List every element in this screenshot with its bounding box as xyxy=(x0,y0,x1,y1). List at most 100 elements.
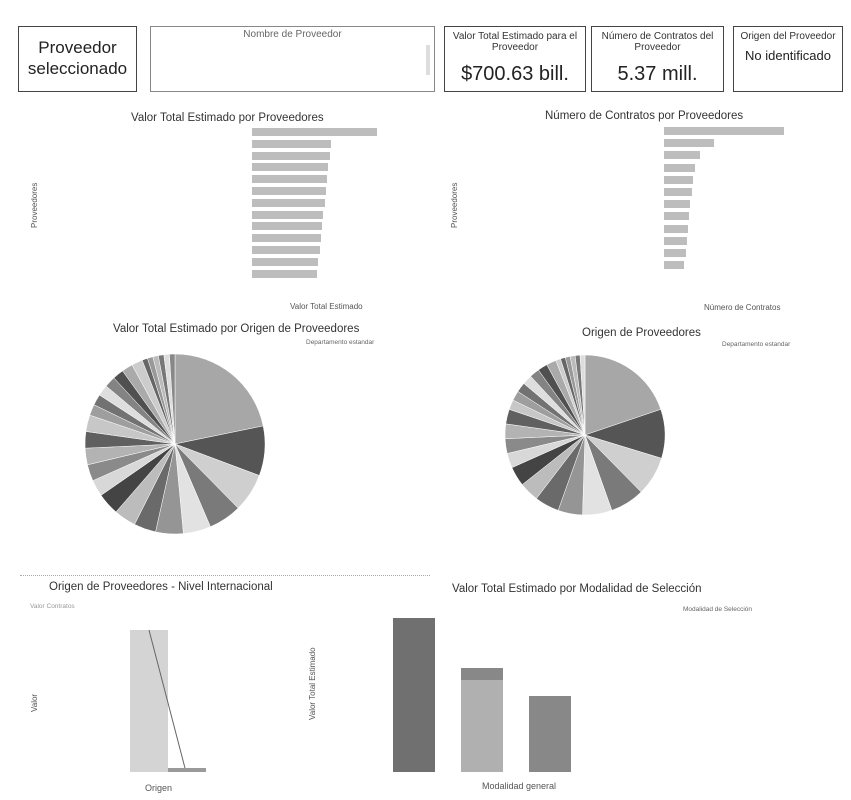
modality-bar-directa xyxy=(393,618,435,772)
value-by-provider-row[interactable] xyxy=(252,139,377,148)
modality-legend-title: Modalidad de Selección xyxy=(683,606,753,613)
contracts-by-provider-row[interactable] xyxy=(664,249,784,257)
modality-bar-competitiva xyxy=(461,668,503,772)
contracts-by-provider-bar[interactable] xyxy=(664,127,784,135)
value-by-provider-row[interactable] xyxy=(252,187,377,195)
value-by-provider-bar[interactable] xyxy=(252,187,326,195)
value-by-provider-bar[interactable] xyxy=(252,128,377,136)
contracts-by-provider-bar[interactable] xyxy=(664,236,687,245)
origin-title: Origen del Proveedor xyxy=(740,31,836,42)
value-by-provider-row[interactable] xyxy=(252,257,377,266)
value-by-provider-ylabel: Proveedores xyxy=(30,182,39,228)
section-divider xyxy=(20,575,430,576)
contracts-by-provider-bar[interactable] xyxy=(664,139,715,148)
international-bar-extranjero xyxy=(168,768,206,772)
value-by-provider-row[interactable] xyxy=(252,163,377,172)
contract-count-card: Número de Contratos del Proveedor 5.37 m… xyxy=(591,26,724,92)
value-by-provider-row[interactable] xyxy=(252,210,377,219)
value-by-provider-bar[interactable] xyxy=(252,139,331,148)
value-by-provider-row[interactable] xyxy=(252,222,377,231)
value-by-provider-bar[interactable] xyxy=(252,151,330,160)
value-by-provider-row[interactable] xyxy=(252,234,377,243)
contracts-by-provider-bar[interactable] xyxy=(664,188,692,196)
value-by-provider-bar[interactable] xyxy=(252,198,325,207)
value-by-provider-bar[interactable] xyxy=(252,175,327,184)
value-by-provider-bar[interactable] xyxy=(252,222,322,231)
value-by-provider-title: Valor Total Estimado por Proveedores xyxy=(131,112,324,124)
contracts-by-provider-bar[interactable] xyxy=(664,249,686,257)
modality-xlabel: Modalidad general xyxy=(482,781,557,791)
contracts-by-provider-bar[interactable] xyxy=(664,163,696,172)
contracts-by-provider-bar[interactable] xyxy=(664,212,690,221)
value-by-provider-bar[interactable] xyxy=(252,269,317,278)
value-by-provider-bar[interactable] xyxy=(252,163,329,172)
value-by-provider-bar[interactable] xyxy=(252,257,319,266)
modality-bar-competitiva-band xyxy=(461,668,503,680)
contracts-by-provider-row[interactable] xyxy=(664,261,784,270)
contract-count-title: Número de Contratos del Proveedor xyxy=(601,31,714,53)
contracts-by-provider-row[interactable] xyxy=(664,236,784,245)
modality-legend: Modalidad de Selección xyxy=(683,606,752,617)
origin-value: No identificado xyxy=(745,48,831,63)
contracts-by-provider-ylabel: Proveedores xyxy=(450,182,459,228)
contracts-by-provider-row[interactable] xyxy=(664,175,784,184)
total-value-card: Valor Total Estimado para el Proveedor $… xyxy=(444,26,586,92)
contracts-by-provider-row[interactable] xyxy=(664,200,784,209)
value-by-provider-row[interactable] xyxy=(252,128,377,136)
total-value-title: Valor Total Estimado para el Proveedor xyxy=(452,31,578,53)
value-by-provider-row[interactable] xyxy=(252,269,377,278)
value-by-provider-bar[interactable] xyxy=(252,234,321,243)
value-by-provider-row[interactable] xyxy=(252,151,377,160)
international-legend: Valor Contratos xyxy=(30,603,75,610)
international-ylabel: Valor xyxy=(30,693,39,712)
international-bar-nacional xyxy=(130,630,168,772)
origin-pie-title: Origen de Proveedores xyxy=(582,327,701,339)
contracts-by-provider-row[interactable] xyxy=(664,151,784,160)
value-by-provider-row[interactable] xyxy=(252,246,377,254)
contracts-by-provider-row[interactable] xyxy=(664,212,784,221)
contracts-by-provider-title: Número de Contratos por Proveedores xyxy=(545,110,744,122)
value-by-origin-slice[interactable] xyxy=(174,354,264,445)
international-chart[interactable] xyxy=(60,612,310,772)
value-by-origin-title: Valor Total Estimado por Origen de Prove… xyxy=(113,323,360,335)
total-value-amount: $700.63 bill. xyxy=(461,63,569,85)
provider-card-value: Proveedor seleccionado xyxy=(27,38,128,78)
value-by-origin-legend-title: Departamento estandar xyxy=(306,339,375,346)
contracts-by-provider-row[interactable] xyxy=(664,224,784,233)
value-by-origin-pie[interactable] xyxy=(85,354,265,534)
origin-legend-title: Departamento estandar xyxy=(722,341,791,348)
modality-bar-especial xyxy=(529,696,571,772)
contracts-by-provider-row[interactable] xyxy=(664,163,784,172)
modality-title: Valor Total Estimado por Modalidad de Se… xyxy=(452,583,702,595)
value-by-provider-row[interactable] xyxy=(252,175,377,184)
contracts-by-provider-row[interactable] xyxy=(664,139,784,148)
international-line xyxy=(148,629,187,772)
contracts-by-provider-row[interactable] xyxy=(664,188,784,196)
value-by-origin-slice[interactable] xyxy=(169,354,176,445)
contracts-by-provider-row[interactable] xyxy=(664,127,784,135)
contracts-by-provider-bar[interactable] xyxy=(664,224,688,233)
contracts-by-provider-bar[interactable] xyxy=(664,261,685,270)
slicer-scrollbar[interactable] xyxy=(426,45,430,75)
contracts-by-provider-bar[interactable] xyxy=(664,151,700,160)
origin-card: Origen del Proveedor No identificado xyxy=(733,26,843,92)
value-by-provider-xlabel: Valor Total Estimado xyxy=(290,302,363,311)
modality-chart[interactable] xyxy=(385,612,635,772)
provider-card: Proveedor seleccionado xyxy=(18,26,137,92)
contracts-by-provider-xlabel: Número de Contratos xyxy=(704,303,781,312)
value-by-provider-row[interactable] xyxy=(252,198,377,207)
international-xlabel: Origen xyxy=(145,783,173,793)
origin-legend: Departamento estandar xyxy=(722,341,790,352)
origin-pie[interactable] xyxy=(505,355,665,515)
contracts-by-provider-bar[interactable] xyxy=(664,200,691,209)
international-title: Origen de Proveedores - Nivel Internacio… xyxy=(49,581,273,593)
value-by-provider-bar[interactable] xyxy=(252,246,320,254)
contract-count-amount: 5.37 mill. xyxy=(617,63,698,85)
origin-slice[interactable] xyxy=(584,355,662,436)
provider-name-slicer[interactable]: Nombre de Proveedor xyxy=(150,26,435,92)
origin-slice[interactable] xyxy=(579,355,586,436)
value-by-provider-bar[interactable] xyxy=(252,210,324,219)
provider-name-slicer-title: Nombre de Proveedor xyxy=(243,29,342,40)
value-by-origin-legend: Departamento estandar xyxy=(306,339,374,350)
contracts-by-provider-bar[interactable] xyxy=(664,175,693,184)
